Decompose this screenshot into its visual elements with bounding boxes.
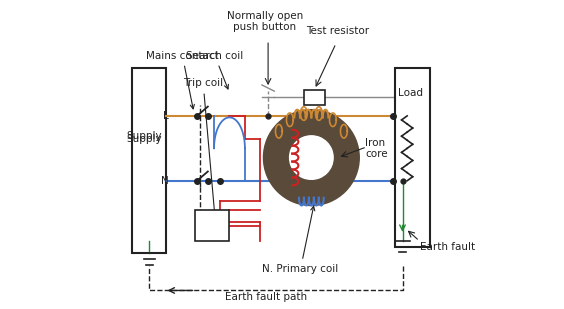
Text: Iron
core: Iron core bbox=[365, 138, 388, 159]
Text: Normally open
push button: Normally open push button bbox=[227, 11, 303, 32]
Text: Supply: Supply bbox=[127, 134, 162, 144]
Text: Supply: Supply bbox=[127, 131, 162, 141]
Text: L: L bbox=[164, 111, 169, 121]
Text: Earth fault path: Earth fault path bbox=[226, 292, 307, 302]
Text: N: N bbox=[161, 176, 169, 186]
Text: Load: Load bbox=[398, 88, 423, 98]
Text: N. Primary coil: N. Primary coil bbox=[262, 206, 338, 274]
Bar bbox=[395, 68, 430, 247]
Text: Mains contact: Mains contact bbox=[146, 51, 219, 109]
Text: Earth fault: Earth fault bbox=[420, 242, 475, 252]
Text: Trip coil: Trip coil bbox=[183, 78, 223, 220]
Bar bbox=[196, 210, 230, 241]
Text: Search coil: Search coil bbox=[186, 51, 244, 89]
Bar bbox=[132, 68, 166, 253]
Text: Test resistor: Test resistor bbox=[306, 26, 369, 36]
Bar bbox=[303, 90, 325, 105]
